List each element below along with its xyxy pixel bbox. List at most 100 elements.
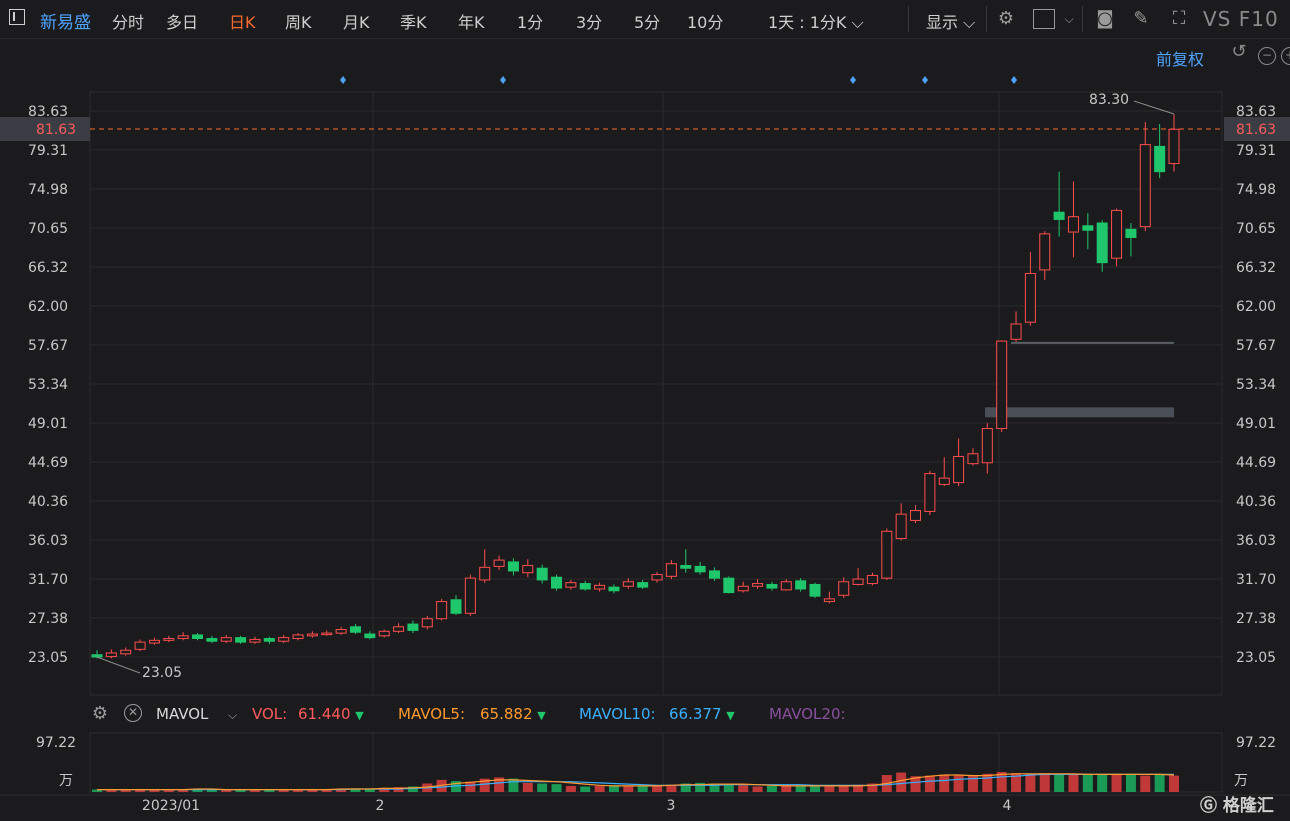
candle-body	[134, 641, 146, 650]
vs-f10-link[interactable]: VS F10	[1203, 7, 1279, 31]
candle-body	[766, 583, 778, 589]
volume-bar	[92, 789, 102, 792]
candle-body	[866, 574, 878, 585]
close-icon[interactable]: ✕	[124, 704, 142, 722]
volume-bar	[924, 775, 935, 792]
candle-body	[306, 633, 318, 637]
display-dropdown[interactable]: 显示 ⌵	[926, 13, 976, 32]
price-tick-left: 66.32	[28, 260, 68, 276]
candle-body	[551, 576, 563, 589]
price-tick-right: 66.32	[1236, 260, 1276, 276]
x-axis-label: 2	[376, 798, 385, 814]
candle-body	[924, 473, 936, 512]
tab-3[interactable]: 周K	[285, 13, 312, 32]
candle-body	[292, 634, 304, 640]
volume-bar	[1140, 775, 1151, 792]
candle-body	[708, 570, 720, 579]
price-tick-right: 53.34	[1236, 377, 1276, 393]
watermark-logo: Ⓖ 格隆汇	[1200, 796, 1274, 816]
volume-bar	[939, 775, 950, 792]
volume-bar	[407, 786, 418, 792]
price-tick-right: 31.70	[1236, 572, 1276, 588]
volume-bar	[1169, 775, 1179, 792]
price-tick-left: 79.31	[28, 143, 68, 159]
candle-body	[996, 340, 1008, 430]
price-tick-right: 74.98	[1236, 182, 1276, 198]
current-price-left: 81.63	[36, 122, 76, 138]
sidebar-toggle-icon[interactable]	[9, 9, 25, 25]
volume-bar	[436, 779, 447, 792]
volume-bar	[637, 785, 648, 792]
volume-bar	[1097, 775, 1108, 792]
candle-body	[953, 455, 965, 484]
volume-bar	[795, 785, 806, 792]
candle-body	[192, 634, 204, 640]
period-dropdown[interactable]: 1天 : 1分K ⌵	[768, 13, 864, 32]
volume-bar	[623, 786, 634, 792]
candle-body	[493, 559, 505, 567]
price-tick-left: 40.36	[28, 494, 68, 510]
chevron-down-icon[interactable]: ⌵	[1064, 12, 1074, 26]
candle-body	[1039, 233, 1051, 271]
tab-5[interactable]: 季K	[400, 13, 427, 32]
candle-body	[1125, 228, 1137, 238]
volume-bar	[1039, 773, 1050, 792]
indicator-name[interactable]: MAVOL	[156, 705, 209, 723]
volume-bar	[537, 783, 548, 792]
volume-bar	[752, 786, 763, 792]
price-tick-left: 57.67	[28, 338, 68, 354]
price-tick-right: 62.00	[1236, 299, 1276, 315]
tab-0[interactable]: 分时	[112, 13, 145, 32]
volume-bar	[695, 782, 706, 792]
candle-body	[364, 633, 376, 639]
volume-unit-left: 万	[59, 773, 73, 789]
vol-value: 61.440 ▼	[298, 705, 364, 723]
volume-bar	[1082, 774, 1093, 792]
tab-2[interactable]: 日K	[229, 13, 256, 32]
gear-icon[interactable]: ⚙	[997, 8, 1015, 29]
min-price-label: 23.05	[142, 665, 182, 681]
volume-bar	[953, 775, 964, 792]
undo-icon[interactable]: ↺	[1231, 41, 1247, 62]
tab-1[interactable]: 多日	[166, 13, 199, 32]
adjust-mode-label[interactable]: 前复权	[1156, 50, 1205, 69]
chart-frame	[89, 91, 1223, 696]
tab-8[interactable]: 3分	[576, 13, 603, 32]
candle-body	[450, 599, 462, 614]
volume-max-right: 97.22	[1236, 735, 1276, 751]
tab-7[interactable]: 1分	[517, 13, 544, 32]
volume-bar	[652, 785, 663, 792]
tab-10[interactable]: 10分	[687, 13, 724, 32]
candle-body	[565, 582, 577, 588]
current-price-right: 81.63	[1236, 122, 1276, 138]
indicator-dropdown-icon[interactable]: ⌵	[228, 708, 238, 722]
volume-bar	[235, 789, 246, 792]
pencil-icon[interactable]: ✎	[1133, 8, 1149, 29]
fullscreen-icon[interactable]: ⛶	[1172, 8, 1186, 29]
candle-body	[1111, 209, 1123, 259]
stock-name[interactable]: 新易盛	[40, 13, 91, 33]
volume-bar	[1125, 773, 1136, 792]
tab-6[interactable]: 年K	[458, 13, 485, 32]
mavol5-label: MAVOL5:	[398, 705, 466, 723]
volume-bar	[1111, 774, 1122, 792]
minus-icon[interactable]: −	[1258, 47, 1276, 65]
price-tick-right: 40.36	[1236, 494, 1276, 510]
candle-body	[579, 583, 591, 590]
candle-body	[1096, 222, 1108, 264]
candle-body	[421, 618, 433, 628]
price-tick-left: 74.98	[28, 182, 68, 198]
volume-bar	[996, 771, 1007, 792]
candle-body	[235, 637, 247, 643]
tab-4[interactable]: 月K	[343, 13, 370, 32]
candle-body	[737, 585, 749, 592]
candle-body	[981, 428, 993, 464]
camera-icon[interactable]: ◙	[1096, 8, 1114, 29]
volume-bar	[106, 789, 117, 792]
volume-bar	[666, 784, 677, 792]
layout-icon[interactable]	[1033, 9, 1055, 29]
candle-body	[608, 586, 620, 592]
tab-9[interactable]: 5分	[634, 13, 661, 32]
settings-gear-icon[interactable]: ⚙	[91, 703, 109, 724]
